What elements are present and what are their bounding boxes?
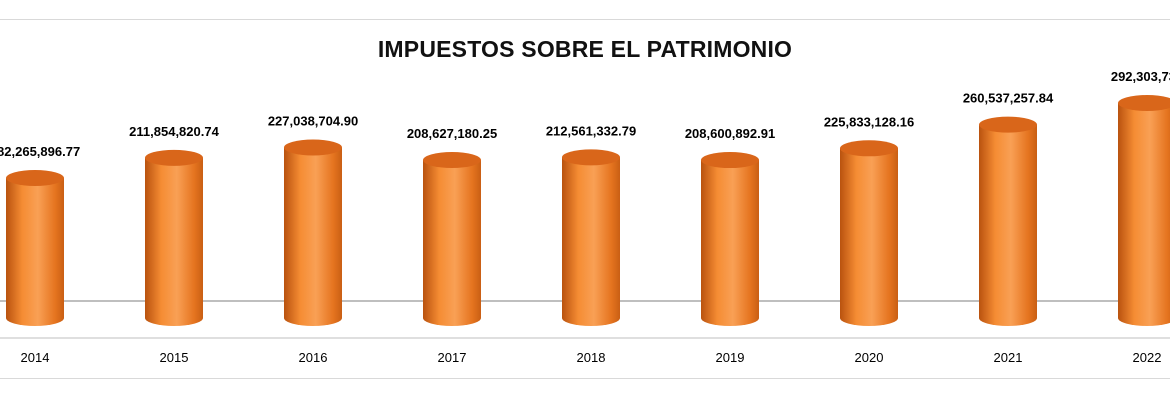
bar-base [284, 310, 342, 326]
data-label: 225,833,128.16 [824, 114, 914, 129]
bar-base [840, 310, 898, 326]
bar-body [145, 157, 203, 318]
bar-top [562, 149, 620, 166]
bar-top [423, 152, 481, 169]
bar-top [6, 170, 64, 186]
bar [6, 170, 64, 326]
bar-body [284, 147, 342, 318]
bar-top [145, 149, 203, 166]
bar [562, 149, 620, 326]
bar-body [562, 157, 620, 318]
bar [840, 140, 898, 326]
x-tick-label: 2020 [855, 350, 884, 365]
bar-top [1118, 95, 1170, 111]
x-tick-label: 2022 [1133, 350, 1162, 365]
bar-body [423, 160, 481, 318]
x-tick-label: 2015 [160, 350, 189, 365]
bar-base [701, 310, 759, 326]
bar-base [562, 310, 620, 326]
bar-top [840, 140, 898, 157]
bar [979, 116, 1037, 326]
bar [284, 139, 342, 326]
bar-top [701, 152, 759, 169]
bar [701, 152, 759, 326]
x-tick-label: 2021 [994, 350, 1023, 365]
bar-base [423, 310, 481, 326]
data-label: 260,537,257.84 [963, 91, 1054, 106]
bar-base [1118, 310, 1170, 326]
data-label: 208,600,892.91 [685, 126, 775, 141]
bar-body [840, 148, 898, 318]
data-label: 227,038,704.90 [268, 113, 358, 128]
data-label: 208,627,180.25 [407, 126, 497, 141]
x-tick-label: 2014 [21, 350, 50, 365]
bar-base [979, 310, 1037, 326]
x-tick-label: 2017 [438, 350, 467, 365]
chart-border-bottom [0, 378, 1170, 379]
data-label: 292,303,737 [1111, 69, 1170, 84]
bar-base [6, 310, 64, 326]
bar-body [1118, 103, 1170, 318]
chart-border-top [0, 19, 1170, 20]
bar [1118, 95, 1170, 326]
data-label: 182,265,896.77 [0, 144, 80, 159]
x-tick-label: 2019 [716, 350, 745, 365]
bar-body [701, 160, 759, 318]
x-tick-label: 2016 [299, 350, 328, 365]
bar-base [145, 310, 203, 326]
bar-body [6, 178, 64, 318]
chart-title: IMPUESTOS SOBRE EL PATRIMONIO [377, 36, 793, 62]
bar [423, 152, 481, 326]
bar-top [979, 116, 1037, 133]
x-tick-label: 2018 [577, 350, 606, 365]
bar-body [979, 124, 1037, 318]
bar-top [284, 139, 342, 156]
data-label: 212,561,332.79 [546, 123, 636, 138]
bar [145, 149, 203, 326]
data-label: 211,854,820.74 [129, 124, 219, 139]
